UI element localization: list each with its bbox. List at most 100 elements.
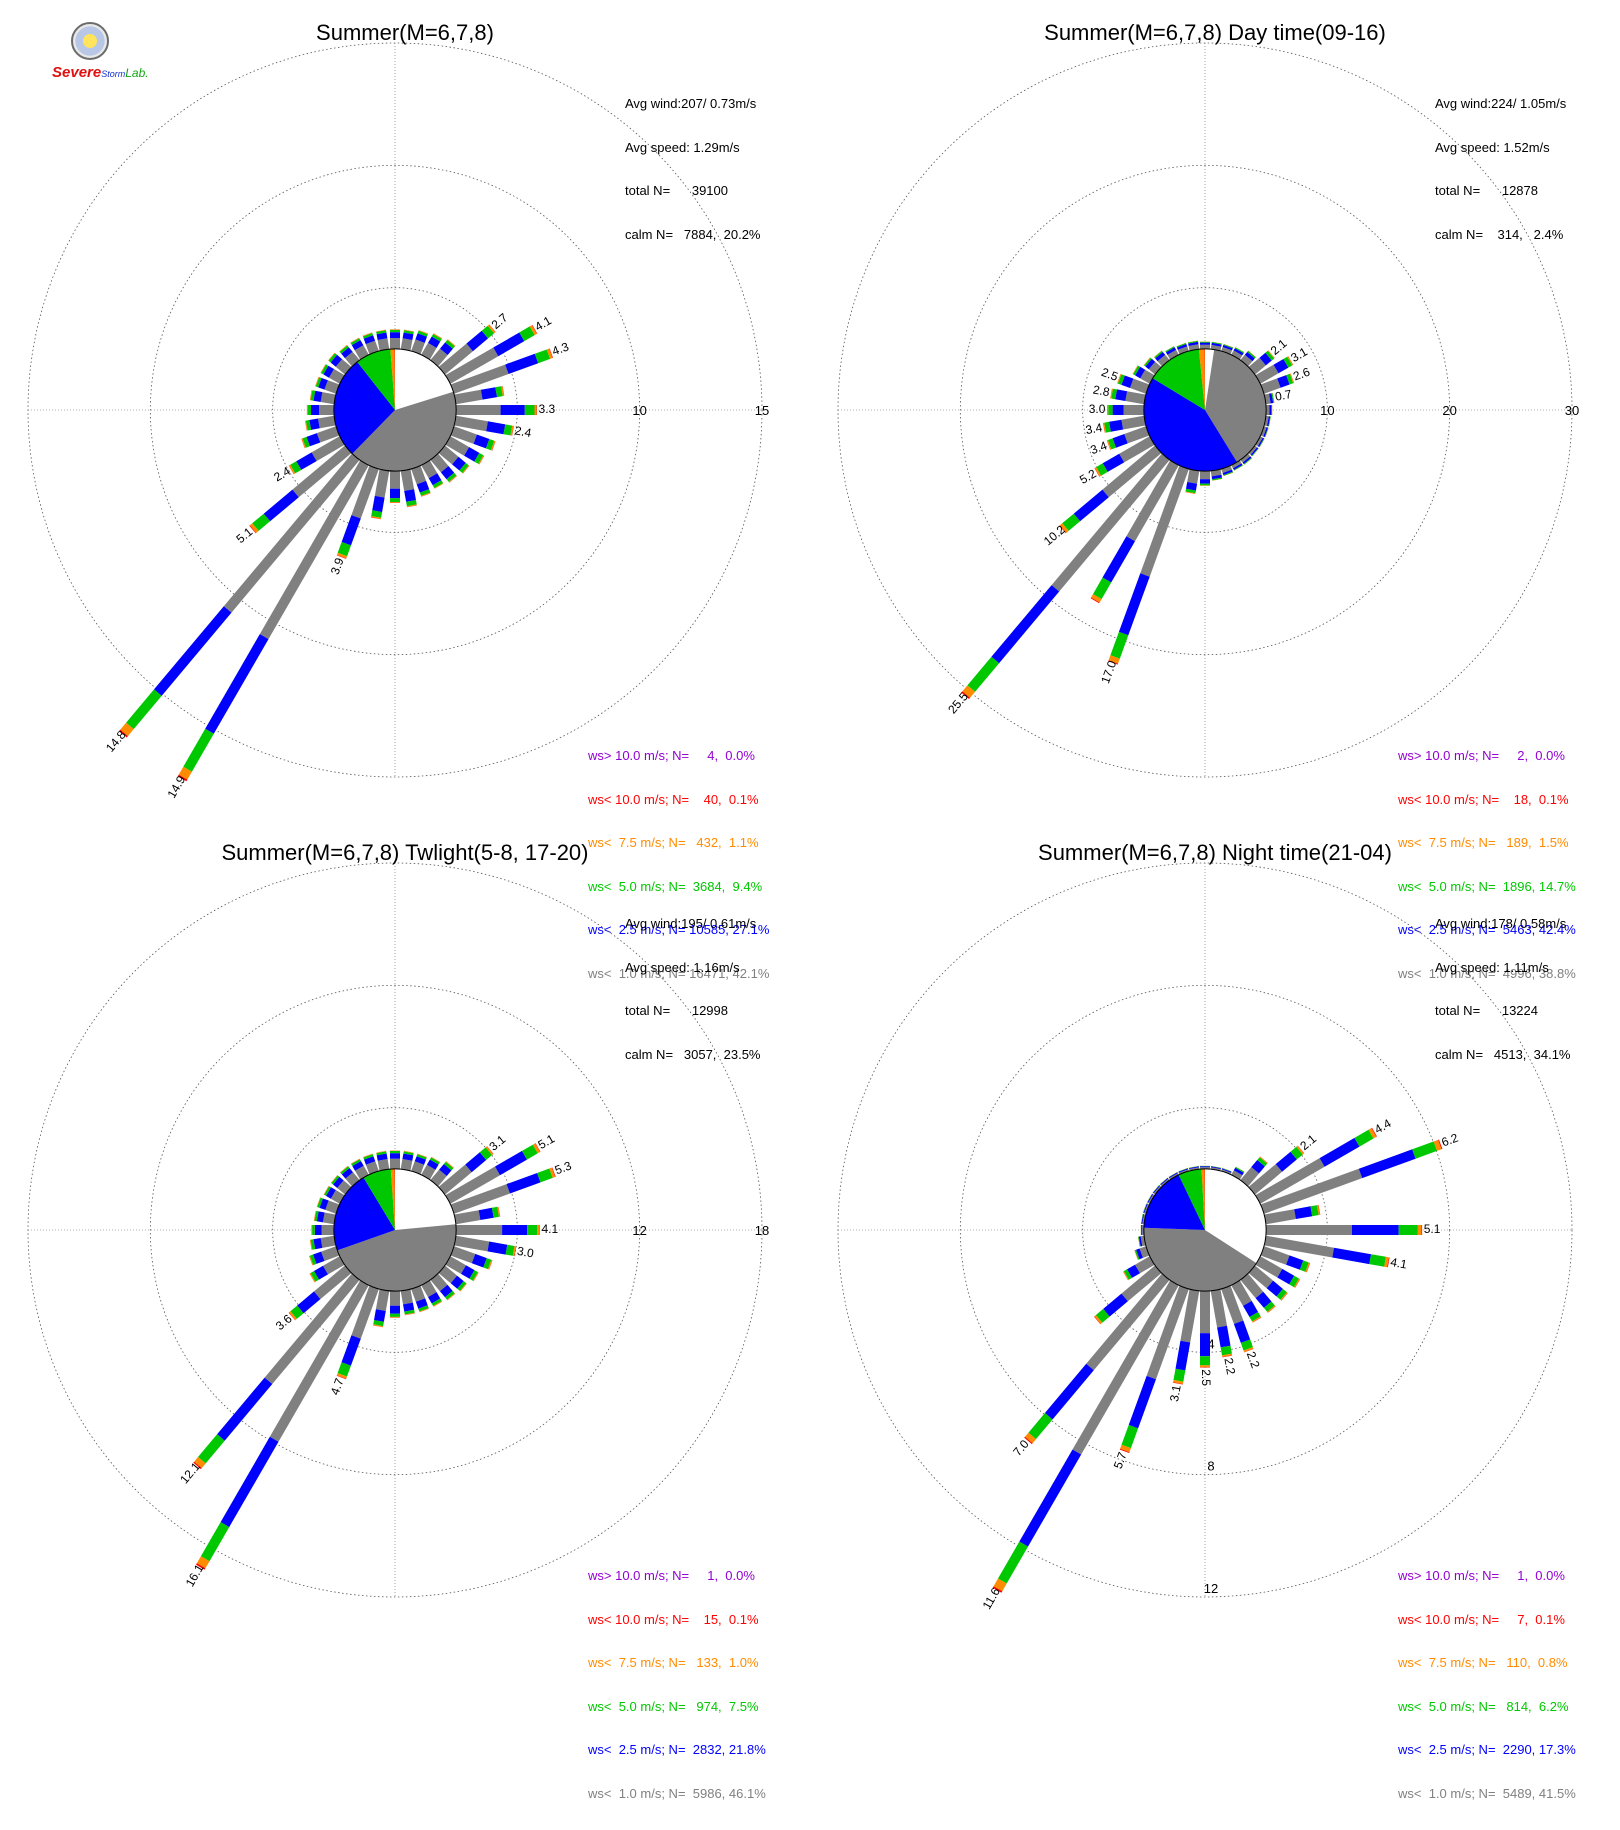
stat-line: calm N= 4513, 34.1% [1435, 1048, 1571, 1063]
petal-segment [401, 338, 413, 350]
petal-value-label: 2.8 [1092, 383, 1111, 400]
petal-segment [501, 405, 525, 415]
petal-segment [535, 405, 537, 415]
petal-segment [1332, 1248, 1371, 1264]
petal-segment [486, 421, 505, 434]
legend-item: ws< 5.0 m/s; N= 974, 7.5% [588, 1700, 766, 1715]
petal-segment [342, 515, 361, 545]
petal-segment [1124, 405, 1144, 415]
petal-segment [1266, 1225, 1352, 1235]
petal-segment [309, 419, 319, 430]
stat-line: calm N= 7884, 20.2% [625, 228, 761, 243]
petal-segment [390, 1317, 400, 1318]
stat-line: calm N= 3057, 23.5% [625, 1048, 761, 1063]
calm-pie [1144, 1169, 1266, 1291]
petal-segment [1200, 471, 1210, 479]
calm-pie [1144, 349, 1266, 471]
stat-line: Avg wind:224/ 1.05m/s [1435, 97, 1566, 112]
petal-segment [1270, 405, 1272, 415]
petal-value-label: 0.7 [1274, 387, 1293, 404]
petal-segment [991, 585, 1059, 663]
petal-segment [505, 354, 538, 374]
radial-tick-label: 8 [1207, 1459, 1214, 1474]
petal-segment [390, 1291, 400, 1306]
petal-segment [390, 502, 400, 503]
petal-value-label: 5.1 [536, 1131, 558, 1152]
petal-segment [1113, 405, 1124, 415]
petal-segment [537, 1225, 539, 1235]
petal-segment [1200, 1365, 1210, 1367]
petal-segment [372, 496, 384, 512]
petal-segment [390, 1151, 400, 1153]
calm-pie [334, 349, 456, 471]
petal-value-label: 3.0 [1089, 402, 1106, 416]
stats-block: Avg wind:224/ 1.05m/s Avg speed: 1.52m/s… [1435, 68, 1566, 271]
petal-segment [323, 1213, 336, 1225]
petal-segment [1019, 1450, 1081, 1547]
petal-segment [502, 1225, 527, 1235]
petal-segment [390, 498, 400, 502]
panel-title: Summer(M=6,7,8) [0, 20, 810, 46]
petal-segment [1200, 1356, 1210, 1365]
legend-item: ws< 1.0 m/s; N= 5489, 41.5% [1398, 1787, 1576, 1802]
petal-segment [390, 1159, 400, 1169]
stat-line: Avg wind:195/ 0.61m/s [625, 917, 761, 932]
petal-segment [1122, 1425, 1139, 1448]
petal-value-label: 2.6 [1291, 364, 1312, 383]
petal-segment [493, 333, 524, 357]
petal-segment [322, 1225, 334, 1235]
petal-segment [374, 1309, 386, 1322]
petal-segment [307, 405, 308, 415]
petal-segment [1200, 1333, 1210, 1356]
stats-block: Avg wind:207/ 0.73m/s Avg speed: 1.29m/s… [625, 68, 761, 271]
stat-line: total N= 12998 [625, 1004, 761, 1019]
stat-line: calm N= 314, 2.4% [1435, 228, 1566, 243]
panel-twilight: 612183.15.15.34.13.04.716.112.13.6 Summe… [0, 820, 810, 1640]
petal-segment [1109, 420, 1123, 432]
petal-segment [525, 405, 535, 415]
petal-segment [1369, 1254, 1386, 1267]
petal-segment [539, 1225, 540, 1235]
petal-segment [221, 1437, 279, 1527]
petal-segment [1271, 405, 1272, 415]
petal-segment [342, 1335, 361, 1365]
petal-segment [312, 1225, 313, 1235]
stat-line: Avg speed: 1.29m/s [625, 141, 761, 156]
calm-pie-slice [395, 1169, 456, 1230]
petal-segment [456, 405, 500, 415]
petal-segment [308, 405, 311, 415]
petal-segment [198, 1434, 225, 1463]
legend-item: ws< 10.0 m/s; N= 40, 0.1% [588, 793, 769, 808]
petal-segment [1294, 1206, 1312, 1219]
petal-value-label: 5.3 [553, 1158, 574, 1177]
radial-tick-label: 10 [632, 403, 646, 418]
petal-segment [311, 405, 319, 415]
petal-segment [1200, 484, 1210, 486]
petal-segment [318, 416, 336, 429]
petal-segment [319, 405, 334, 415]
radial-tick-label: 12 [632, 1223, 646, 1238]
panel-title: Summer(M=6,7,8) Night time(21-04) [810, 840, 1620, 866]
wind-rose-figure: SevereStormLab. 510152.74.14.33.32.43.91… [0, 0, 1620, 1640]
petal-value-label: 4.3 [550, 339, 571, 358]
legend-item: ws< 10.0 m/s; N= 18, 0.1% [1398, 793, 1576, 808]
petal-value-label: 3.1 [1167, 1384, 1184, 1403]
petal-segment [390, 332, 400, 338]
panel-title: Summer(M=6,7,8) Twlight(5-8, 17-20) [0, 840, 810, 866]
petal-value-label: 17.0 [1098, 658, 1119, 685]
petal-segment [183, 729, 214, 772]
legend-item: ws< 5.0 m/s; N= 814, 6.2% [1398, 1700, 1576, 1715]
petal-segment [312, 1225, 315, 1235]
speed-legend: ws> 10.0 m/s; N= 1, 0.0% ws< 10.0 m/s; N… [1398, 1540, 1576, 1830]
petal-segment [479, 1208, 494, 1220]
petal-segment [1028, 1413, 1052, 1439]
petal-value-label: 2.5 [1099, 365, 1120, 384]
legend-item: ws> 10.0 m/s; N= 1, 0.0% [588, 1569, 766, 1584]
petal-segment [1200, 343, 1210, 345]
petal-segment [1359, 1149, 1416, 1178]
petal-segment [264, 490, 299, 522]
petal-segment [321, 392, 336, 404]
radial-tick-label: 30 [1565, 403, 1579, 418]
petal-segment [1129, 1376, 1156, 1429]
